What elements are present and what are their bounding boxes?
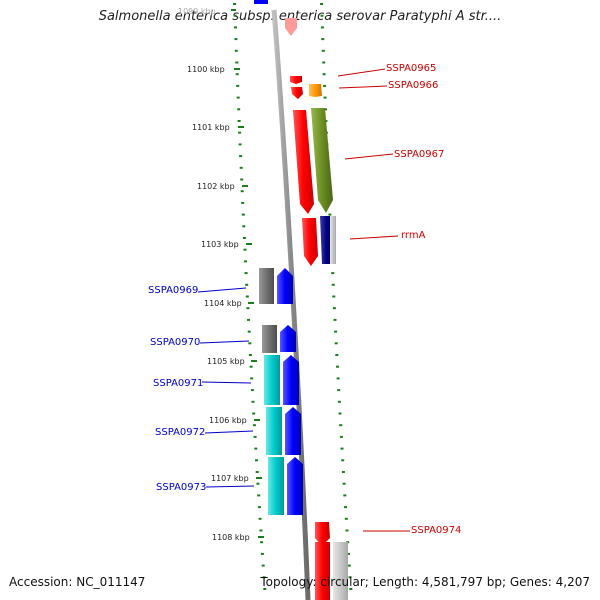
ruler-labels: 1099 kbp 1100 kbp 1101 kbp 1102 kbp 1103… [178,7,250,542]
gene-block-sspa0972-cyan[interactable] [266,407,282,455]
gene-labels-right [337,68,410,532]
gene-label-sspa0965[interactable]: SSPA0965 [386,63,436,74]
kbp-label: 1104 kbp [204,299,242,308]
gene-block-sspa0974-red[interactable] [315,542,330,600]
ruler-label-ticks [231,9,264,538]
gene-arrow-rrma-b[interactable] [330,216,336,264]
kbp-label: 1099 kbp [178,7,216,16]
gene-arrow-sspa0967a[interactable] [293,110,314,214]
kbp-label: 1106 kbp [209,416,247,425]
gene-arrow-sspa0973[interactable] [287,457,303,515]
ruler-ticks-right [320,3,353,590]
kbp-label: 1105 kbp [207,357,245,366]
gene-arrow-sspa0969[interactable] [277,268,293,304]
gene-block-sspa0970-gray[interactable] [262,325,277,353]
gene-arrow-sspa0966a[interactable] [291,87,303,99]
gene-block-sspa0973-cyan[interactable] [268,457,284,515]
kbp-label: 1100 kbp [187,65,225,74]
gene-label-sspa0970[interactable]: SSPA0970 [150,337,200,348]
kbp-label: 1107 kbp [211,474,249,483]
gene-label-sspa0966[interactable]: SSPA0966 [388,80,438,91]
gene-label-rrma[interactable]: rrmA [401,230,426,241]
topology-text: Topology: circular; Length: 4,581,797 bp… [260,575,590,589]
gene-arrow-top-forward [285,18,297,36]
kbp-label: 1102 kbp [197,182,235,191]
gene-label-sspa0971[interactable]: SSPA0971 [153,378,203,389]
gene-arrow-sspa0970[interactable] [280,325,296,352]
gene-arrow-sspa0965[interactable] [290,76,302,84]
gene-arrow-sspa0974[interactable] [315,522,330,546]
kbp-label: 1103 kbp [201,240,239,249]
gene-block-sspa0974-light[interactable] [333,542,348,600]
gene-label-sspa0973[interactable]: SSPA0973 [156,482,206,493]
kbp-label: 1101 kbp [192,123,230,132]
gene-label-sspa0972[interactable]: SSPA0972 [155,427,205,438]
gene-labels-left [197,287,255,488]
gene-arrow-top-reverse [254,0,268,4]
gene-arrow-sspa0966[interactable] [309,84,322,97]
ruler-ticks-left [233,3,267,590]
gene-block-sspa0969-gray[interactable] [259,268,274,304]
accession-text: Accession: NC_011147 [9,575,146,589]
gene-label-sspa0974[interactable]: SSPA0974 [411,525,461,536]
gene-label-sspa0967[interactable]: SSPA0967 [394,149,444,160]
kbp-label: 1108 kbp [212,533,250,542]
gene-arrow-sspa0967[interactable] [311,108,333,213]
gene-arrow-sspa0971[interactable] [283,355,299,405]
gene-block-sspa0971-cyan[interactable] [264,355,280,405]
gene-arrow-rrma[interactable] [320,216,333,264]
gene-arrow-sspa0972[interactable] [285,407,301,455]
gene-arrow-rrma-a[interactable] [302,218,318,266]
gene-label-sspa0969[interactable]: SSPA0969 [148,285,198,296]
genome-title: Salmonella enterica subsp. enterica sero… [98,9,502,24]
